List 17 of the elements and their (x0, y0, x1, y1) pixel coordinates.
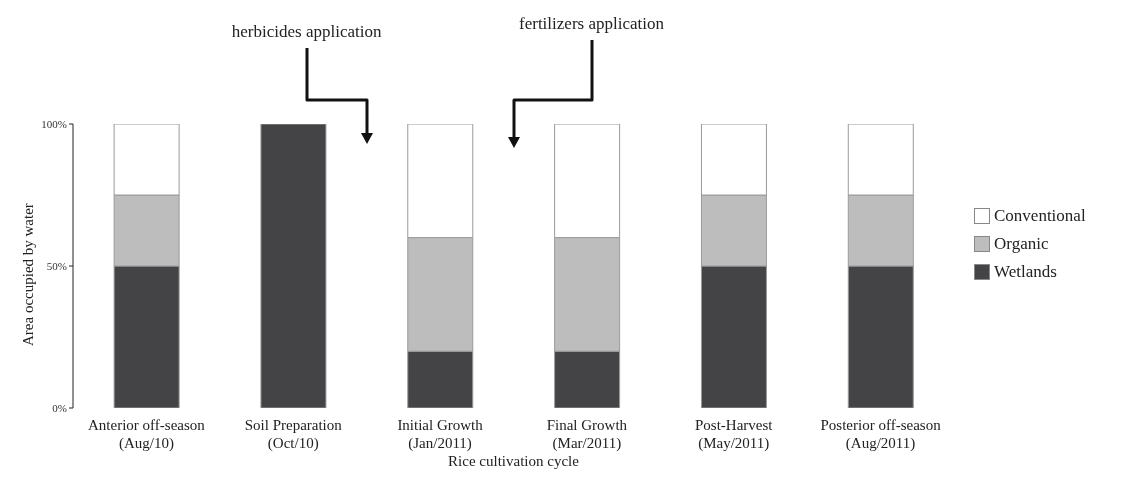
x-tick-label: Initial Growth (Jan/2011) (397, 417, 484, 452)
x-tick-label: Post-Harvest (May/2011) (695, 417, 774, 452)
bar (260, 124, 327, 408)
x-tick-label: Final Growth (Mar/2011) (546, 417, 628, 452)
y-tick-label: 100% (41, 117, 67, 130)
text: Conventional (994, 206, 1086, 226)
y-tick-label: 0% (52, 401, 67, 414)
text: herbicides application (230, 22, 383, 42)
y-axis-title: Area occupied by water (20, 203, 37, 346)
x-tick-label: Soil Preparation (Oct/10) (244, 417, 343, 452)
x-tick-label: Anterior off-season (Aug/10) (88, 417, 206, 452)
text: fertilizers application (518, 14, 665, 34)
y-tick-label: 50% (46, 259, 67, 272)
legend-label: Organic (994, 234, 1049, 254)
legend-label: Wetlands (994, 262, 1057, 282)
x-tick-label: Posterior off-season (Aug/2011) (820, 417, 942, 452)
x-axis-title: Rice cultivation cycle (448, 453, 580, 469)
